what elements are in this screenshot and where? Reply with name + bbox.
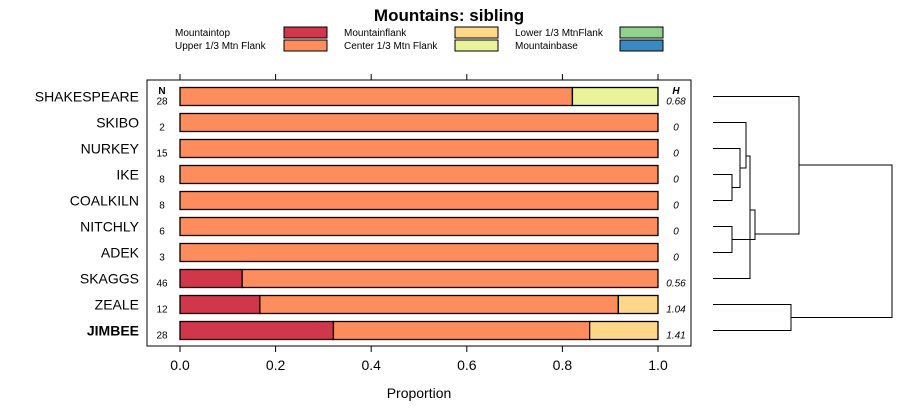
legend-swatch-mountainflank — [454, 26, 499, 39]
n-value-jimbee: 28 — [156, 331, 168, 342]
chart-title: Mountains: sibling — [374, 6, 524, 25]
bar-segment-adek-upper-1-3-mtn-flank — [179, 242, 659, 263]
legend-swatch-upper-1-3-mtn-flank — [283, 39, 328, 52]
dendrogram-link-0 — [713, 174, 733, 201]
row-label-ike: IKE — [116, 167, 139, 183]
dendrogram-link-3 — [713, 122, 747, 169]
h-value-skaggs: 0.56 — [666, 279, 686, 290]
x-tick-label-2: 0.4 — [361, 357, 381, 373]
n-header: N — [158, 86, 165, 97]
legend-swatch-center-1-3-mtn-flank — [454, 39, 499, 52]
bar-segment-jimbee-mountainflank — [588, 320, 659, 341]
bar-segment-skibo-upper-1-3-mtn-flank — [179, 112, 659, 133]
legend-swatch-mountaintop — [283, 26, 328, 39]
bar-segment-zeale-upper-1-3-mtn-flank — [259, 294, 619, 315]
row-label-nitchly: NITCHLY — [80, 219, 140, 235]
n-value-adek: 3 — [159, 253, 165, 264]
legend-label-mountainflank: Mountainflank — [344, 28, 407, 39]
h-value-adek: 0 — [673, 253, 679, 264]
legend-label-mountainbase: Mountainbase — [515, 41, 578, 52]
n-value-zeale: 12 — [156, 305, 168, 316]
bars — [179, 86, 659, 341]
row-label-jimbee: JIMBEE — [87, 323, 139, 339]
row-label-coalkiln: COALKILN — [70, 193, 139, 209]
bar-segment-jimbee-upper-1-3-mtn-flank — [332, 320, 591, 341]
bar-segment-nurkey-upper-1-3-mtn-flank — [179, 138, 659, 159]
dendrogram-link-5 — [732, 209, 756, 240]
row-label-shakespeare: SHAKESPEARE — [35, 89, 139, 105]
x-tick-label-0: 0.0 — [170, 357, 190, 373]
legend-swatch-lower-1-3-mtnflank — [619, 26, 664, 39]
legend-label-upper-1-3-mtn-flank: Upper 1/3 Mtn Flank — [175, 41, 267, 52]
dendrogram-link-4 — [713, 155, 751, 279]
dendrogram-link-1 — [713, 226, 733, 253]
bar-segment-zeale-mountaintop — [179, 294, 261, 315]
dendrogram-link-8 — [791, 164, 893, 318]
plot-frame — [146, 79, 692, 347]
legend: Mountaintop Upper 1/3 Mtn Flank Mountainfl… — [175, 26, 664, 52]
n-value-coalkiln: 8 — [159, 201, 165, 212]
n-value-shakespeare: 28 — [156, 97, 168, 108]
h-value-ike: 0 — [673, 175, 679, 186]
bar-segment-ike-upper-1-3-mtn-flank — [179, 164, 659, 185]
dendrogram-link-2 — [713, 148, 741, 188]
h-header: H — [672, 86, 680, 97]
legend-swatch-mountainbase — [619, 39, 664, 52]
h-value-coalkiln: 0 — [673, 201, 679, 212]
n-value-nitchly: 6 — [159, 227, 165, 238]
dendrogram-link-6 — [713, 96, 800, 235]
row-labels: SHAKESPEARE 28 0.68 SKIBO 2 0 NURKEY 15 0 IKE 8 0 CO… — [35, 89, 686, 342]
legend-label-center-1-3-mtn-flank: Center 1/3 Mtn Flank — [344, 41, 438, 52]
dendrogram — [713, 96, 893, 331]
bar-segment-shakespeare-center-1-3-mtn-flank — [571, 86, 659, 107]
x-tick-label-1: 0.2 — [266, 357, 286, 373]
x-axis: 0.0 0.2 0.4 0.6 0.8 1.0 — [170, 74, 668, 373]
x-tick-label-3: 0.6 — [457, 357, 477, 373]
bar-segment-zeale-mountainflank — [617, 294, 659, 315]
x-tick-label-5: 1.0 — [648, 357, 668, 373]
bar-segment-skaggs-mountaintop — [179, 268, 243, 289]
bar-segment-shakespeare-upper-1-3-mtn-flank — [179, 86, 574, 107]
bar-segment-coalkiln-upper-1-3-mtn-flank — [179, 190, 659, 211]
h-value-shakespeare: 0.68 — [666, 97, 686, 108]
dendrogram-link-7 — [713, 304, 792, 331]
legend-label-lower-1-3-mtnflank: Lower 1/3 MtnFlank — [515, 28, 604, 39]
row-label-adek: ADEK — [101, 245, 140, 261]
bar-segment-skaggs-upper-1-3-mtn-flank — [241, 268, 659, 289]
bar-segment-nitchly-upper-1-3-mtn-flank — [179, 216, 659, 237]
legend-label-mountaintop: Mountaintop — [175, 28, 230, 39]
h-value-zeale: 1.04 — [666, 305, 686, 316]
h-value-nitchly: 0 — [673, 227, 679, 238]
n-value-nurkey: 15 — [156, 149, 168, 160]
h-value-skibo: 0 — [673, 123, 679, 134]
h-value-nurkey: 0 — [673, 149, 679, 160]
x-axis-label: Proportion — [387, 385, 452, 401]
row-label-zeale: ZEALE — [95, 297, 139, 313]
x-tick-label-4: 0.8 — [553, 357, 573, 373]
bar-segment-jimbee-mountaintop — [179, 320, 335, 341]
row-label-skaggs: SKAGGS — [80, 271, 139, 287]
n-value-ike: 8 — [159, 175, 165, 186]
h-value-jimbee: 1.41 — [666, 331, 685, 342]
row-label-skibo: SKIBO — [96, 115, 139, 131]
n-value-skaggs: 46 — [156, 279, 168, 290]
row-label-nurkey: NURKEY — [81, 141, 140, 157]
n-value-skibo: 2 — [159, 123, 165, 134]
